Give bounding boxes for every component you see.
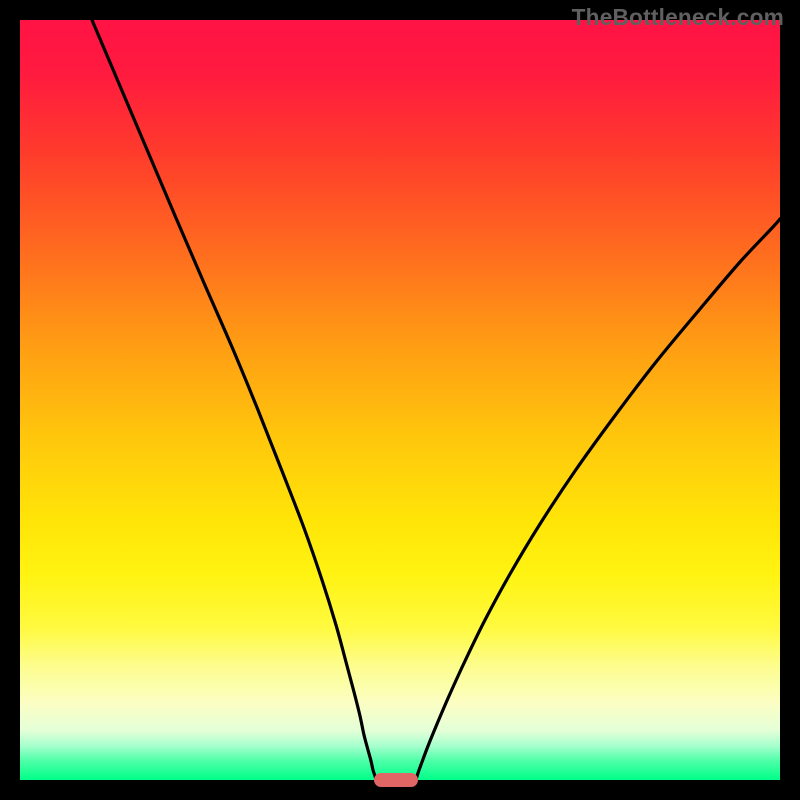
gradient-panel xyxy=(20,20,780,780)
outer-frame: TheBottleneck.com xyxy=(0,0,800,800)
watermark-text: TheBottleneck.com xyxy=(572,4,784,31)
bottleneck-marker xyxy=(374,773,418,787)
bottleneck-graphic xyxy=(0,0,800,800)
